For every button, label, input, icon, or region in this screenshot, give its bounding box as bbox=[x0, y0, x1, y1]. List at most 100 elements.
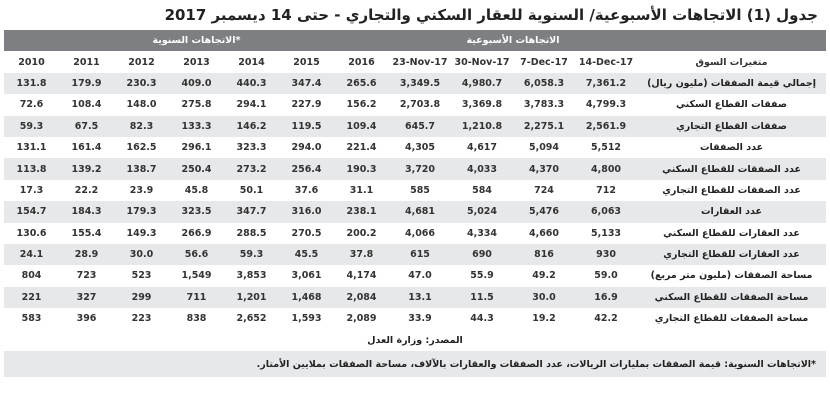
table-cell: 6,058.3 bbox=[513, 72, 575, 95]
row-label: مساحة الصفقات للقطاع السكني bbox=[637, 286, 827, 309]
table-cell: 230.3 bbox=[114, 72, 169, 95]
table-cell: 323.5 bbox=[169, 201, 224, 223]
table-row: 130.6 155.4 149.3 266.9 288.5 270.5 200.2 4,066… bbox=[4, 222, 827, 244]
table-cell: 131.8 bbox=[4, 72, 59, 95]
table-cell: 2,652 bbox=[224, 308, 279, 330]
table-cell: 288.5 bbox=[224, 222, 279, 244]
table-cell: 3,061 bbox=[279, 265, 334, 287]
table-cell: 4,305 bbox=[389, 136, 451, 159]
group-header-blank bbox=[637, 30, 827, 52]
table-cell: 1,593 bbox=[279, 308, 334, 330]
table-cell: 712 bbox=[575, 179, 638, 202]
table-cell: 4,033 bbox=[451, 158, 513, 180]
table-cell: 223 bbox=[114, 308, 169, 330]
table-row: 72.6 108.4 148.0 275.8 294.1 227.9 156.2 2,703.… bbox=[4, 94, 827, 116]
table-cell: 4,174 bbox=[334, 265, 389, 287]
table-cell: 323.3 bbox=[224, 136, 279, 159]
table-cell: 294.0 bbox=[279, 136, 334, 159]
table-cell: 200.2 bbox=[334, 222, 389, 244]
table-cell: 296.1 bbox=[169, 136, 224, 159]
table-row: 154.7 184.3 179.3 323.5 347.7 316.0 238.1 4,681… bbox=[4, 201, 827, 223]
table-row: 131.1 161.4 162.5 296.1 323.3 294.0 221.4 4,305… bbox=[4, 136, 827, 159]
table-cell: 256.4 bbox=[279, 158, 334, 180]
table-cell: 11.5 bbox=[451, 286, 513, 309]
table-cell: 45.8 bbox=[169, 179, 224, 202]
table-title: جدول (1) الاتجاهات الأسبوعية/ السنوية لل… bbox=[164, 6, 818, 24]
col-header: 2016 bbox=[334, 51, 389, 73]
table-cell: 179.9 bbox=[59, 72, 114, 95]
table-cell: 4,799.3 bbox=[575, 94, 638, 116]
table-cell: 22.2 bbox=[59, 179, 114, 202]
table-cell: 396 bbox=[59, 308, 114, 330]
table-cell: 55.9 bbox=[451, 265, 513, 287]
source-row: المصدر: وزارة العدل bbox=[4, 329, 827, 352]
table-cell: 409.0 bbox=[169, 72, 224, 95]
table-cell: 44.3 bbox=[451, 308, 513, 330]
table-cell: 2,703.8 bbox=[389, 94, 451, 116]
table-cell: 13.1 bbox=[389, 286, 451, 309]
table-cell: 30.0 bbox=[513, 286, 575, 309]
row-label: عدد العقارات bbox=[637, 201, 827, 223]
col-header: 2015 bbox=[279, 51, 334, 73]
table-cell: 724 bbox=[513, 179, 575, 202]
table-row: 131.8 179.9 230.3 409.0 440.3 347.4 265.6 3,349… bbox=[4, 72, 827, 95]
table-cell: 82.3 bbox=[114, 115, 169, 137]
table-cell: 1,210.8 bbox=[451, 115, 513, 137]
table-cell: 584 bbox=[451, 179, 513, 202]
table-cell: 7,361.2 bbox=[575, 72, 638, 95]
row-label: عدد العقارات للقطاع السكني bbox=[637, 222, 827, 244]
table-cell: 154.7 bbox=[4, 201, 59, 223]
table-cell: 108.4 bbox=[59, 94, 114, 116]
footnote-row: *الاتجاهات السنوية: قيمة الصفقات بمليارا… bbox=[4, 351, 827, 378]
table-cell: 5,476 bbox=[513, 201, 575, 223]
table-cell: 56.6 bbox=[169, 243, 224, 266]
table-cell: 273.2 bbox=[224, 158, 279, 180]
table-row: 59.3 67.5 82.3 133.3 146.2 119.5 109.4 645.7 1,2… bbox=[4, 115, 827, 137]
table-cell: 294.1 bbox=[224, 94, 279, 116]
col-header: 14-Dec-17 bbox=[575, 51, 638, 73]
table-cell: 1,549 bbox=[169, 265, 224, 287]
table-cell: 17.3 bbox=[4, 179, 59, 202]
table-cell: 816 bbox=[513, 243, 575, 266]
table-cell: 227.9 bbox=[279, 94, 334, 116]
row-label: مساحة الصفقات للقطاع التجاري bbox=[637, 308, 827, 330]
footnote-text: *الاتجاهات السنوية: قيمة الصفقات بمليارا… bbox=[4, 351, 827, 378]
table-cell: 270.5 bbox=[279, 222, 334, 244]
table-cell: 113.8 bbox=[4, 158, 59, 180]
table-cell: 299 bbox=[114, 286, 169, 309]
col-header: 2011 bbox=[59, 51, 114, 73]
table-cell: 148.0 bbox=[114, 94, 169, 116]
table-cell: 523 bbox=[114, 265, 169, 287]
table-cell: 615 bbox=[389, 243, 451, 266]
table-row: 804 723 523 1,549 3,853 3,061 4,174 47.0 55.9 49.… bbox=[4, 265, 827, 287]
row-label: عدد الصفقات للقطاع التجاري bbox=[637, 179, 827, 202]
col-header: 2013 bbox=[169, 51, 224, 73]
table-cell: 4,066 bbox=[389, 222, 451, 244]
table-cell: 5,133 bbox=[575, 222, 638, 244]
table-cell: 221.4 bbox=[334, 136, 389, 159]
col-header: 23-Nov-17 bbox=[389, 51, 451, 73]
table-cell: 804 bbox=[4, 265, 59, 287]
table-cell: 139.2 bbox=[59, 158, 114, 180]
row-label: صفقات القطاع التجاري bbox=[637, 115, 827, 137]
table-cell: 72.6 bbox=[4, 94, 59, 116]
table-cell: 162.5 bbox=[114, 136, 169, 159]
table-cell: 16.9 bbox=[575, 286, 638, 309]
table-cell: 146.2 bbox=[224, 115, 279, 137]
table-cell: 23.9 bbox=[114, 179, 169, 202]
table-cell: 4,370 bbox=[513, 158, 575, 180]
table-cell: 37.8 bbox=[334, 243, 389, 266]
table-cell: 690 bbox=[451, 243, 513, 266]
table-cell: 156.2 bbox=[334, 94, 389, 116]
row-label: صفقات القطاع السكني bbox=[637, 94, 827, 116]
table-cell: 133.3 bbox=[169, 115, 224, 137]
table-cell: 33.9 bbox=[389, 308, 451, 330]
table-cell: 838 bbox=[169, 308, 224, 330]
table-cell: 930 bbox=[575, 243, 638, 266]
table-cell: 2,561.9 bbox=[575, 115, 638, 137]
table-cell: 4,800 bbox=[575, 158, 638, 180]
column-header-row: 2010 2011 2012 2013 2014 2015 2016 23-No… bbox=[4, 51, 827, 73]
col-header: 2014 bbox=[224, 51, 279, 73]
table-row: 17.3 22.2 23.9 45.8 50.1 37.6 31.1 585 584 724 712… bbox=[4, 179, 827, 202]
